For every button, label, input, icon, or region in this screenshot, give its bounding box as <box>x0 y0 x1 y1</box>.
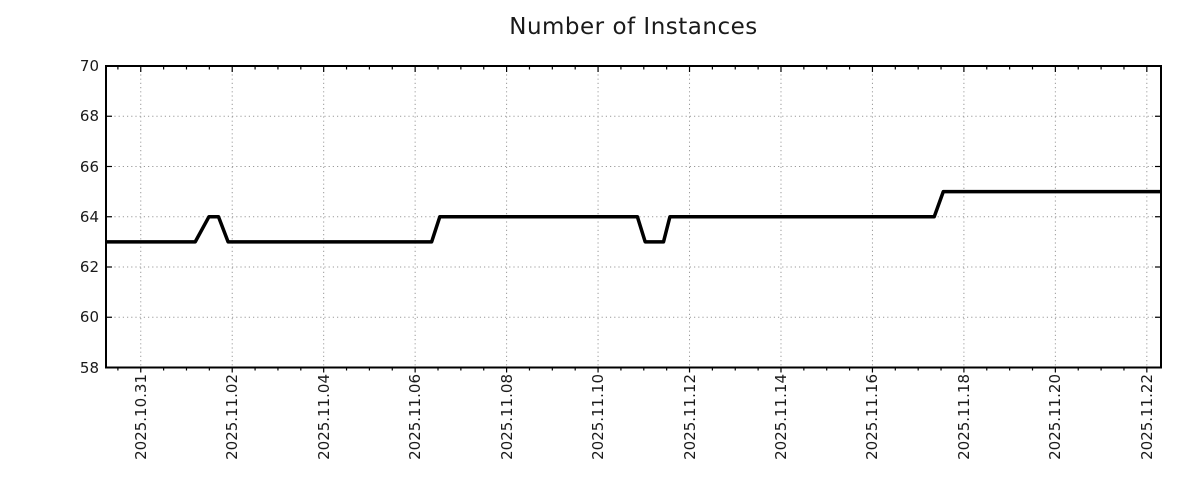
x-tick-label: 2025.11.14 <box>771 374 790 460</box>
x-tick-label: 2025.11.16 <box>863 374 882 460</box>
series-line-number-of-instances <box>106 189 1161 244</box>
x-tick-label: 2025.11.06 <box>406 374 425 460</box>
y-tick-label: 70 <box>79 57 99 75</box>
y-tick-label: 62 <box>79 258 99 276</box>
x-tick-label: 2025.11.12 <box>680 374 699 460</box>
x-tick-label: 2025.11.02 <box>223 374 242 460</box>
y-tick-label: 66 <box>79 157 99 176</box>
y-tick-label: 68 <box>79 107 99 126</box>
x-tick-label: 2025.11.18 <box>954 374 973 460</box>
x-tick-label: 2025.11.08 <box>497 374 516 460</box>
y-tick-label: 60 <box>79 308 99 327</box>
y-tick-label: 64 <box>79 207 99 226</box>
y-tick-label: 58 <box>79 358 99 377</box>
x-tick-label: 2025.10.31 <box>131 374 150 460</box>
x-tick-label: 2025.11.04 <box>314 374 333 460</box>
x-tick-label: 2025.11.22 <box>1137 374 1156 460</box>
x-tick-label: 2025.11.10 <box>589 374 608 460</box>
chart-title: Number of Instances <box>509 14 758 40</box>
x-tick-label: 2025.11.20 <box>1046 374 1065 460</box>
